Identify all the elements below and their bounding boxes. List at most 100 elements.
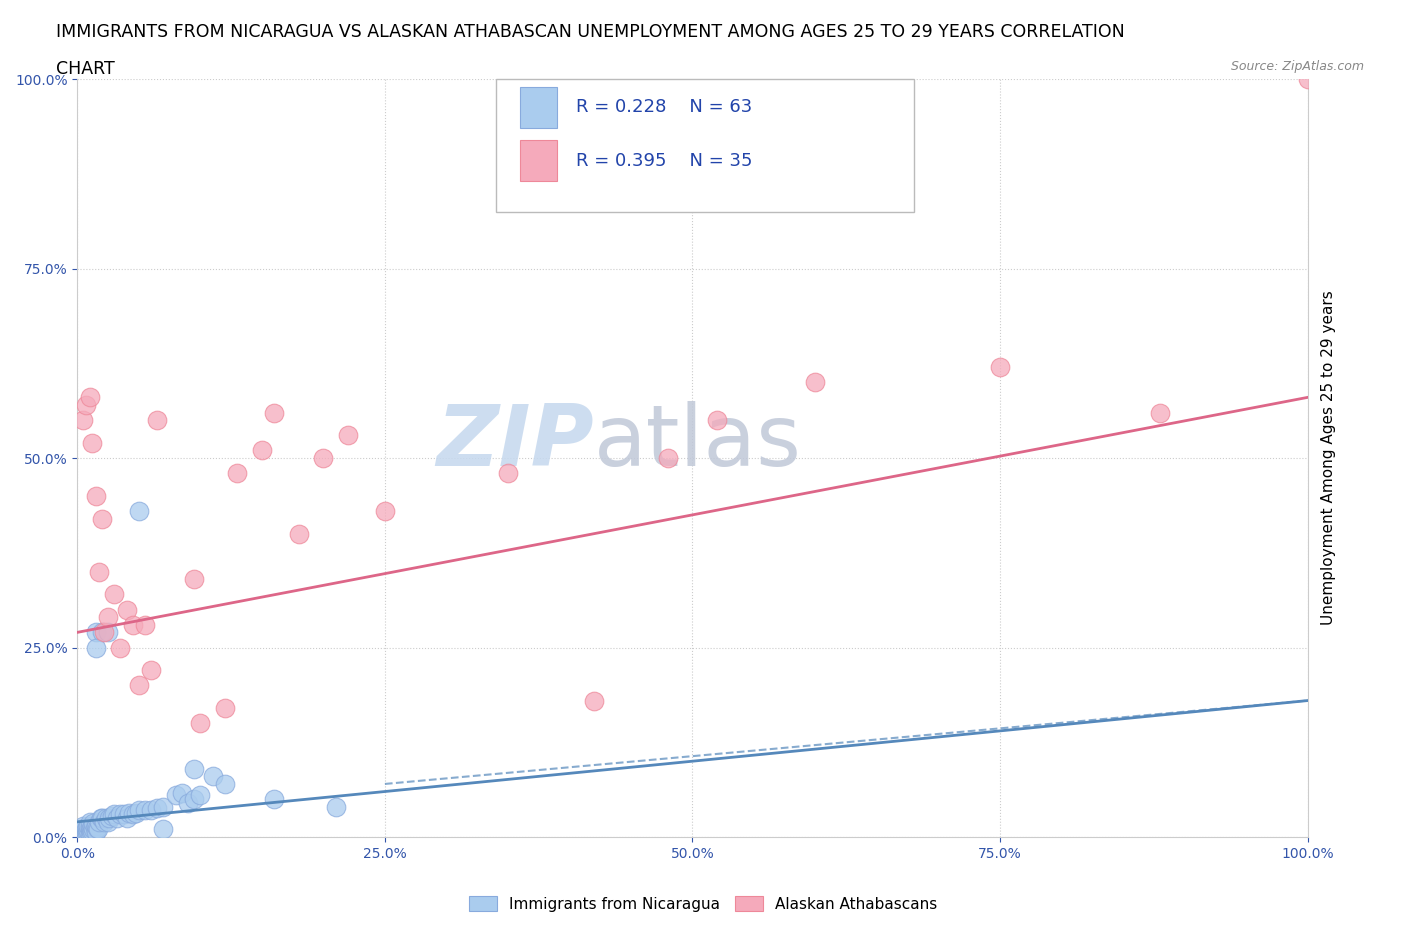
Point	[146, 413, 169, 428]
Text: atlas: atlas	[595, 402, 801, 485]
Point	[72, 826, 94, 841]
Point	[706, 413, 728, 428]
Bar	[520, 86, 557, 128]
Point	[583, 693, 606, 708]
Point	[165, 788, 187, 803]
Point	[72, 823, 94, 838]
Point	[170, 786, 193, 801]
Point	[141, 663, 163, 678]
Point	[134, 618, 156, 632]
Point	[190, 716, 212, 731]
Point	[84, 640, 107, 655]
Point	[97, 610, 120, 625]
Point	[141, 803, 163, 817]
Point	[183, 762, 205, 777]
Point	[1296, 72, 1319, 86]
Point	[79, 818, 101, 833]
Point	[97, 815, 120, 830]
Y-axis label: Unemployment Among Ages 25 to 29 years: Unemployment Among Ages 25 to 29 years	[1322, 291, 1337, 625]
Point	[84, 818, 107, 833]
Point	[82, 823, 104, 838]
Point	[93, 625, 115, 640]
Point	[90, 811, 112, 826]
Point	[93, 815, 115, 830]
Point	[80, 820, 103, 835]
Point	[94, 811, 117, 826]
Text: IMMIGRANTS FROM NICARAGUA VS ALASKAN ATHABASCAN UNEMPLOYMENT AMONG AGES 25 TO 29: IMMIGRANTS FROM NICARAGUA VS ALASKAN ATH…	[56, 23, 1125, 41]
Point	[79, 822, 101, 837]
Point	[83, 820, 105, 835]
Point	[90, 811, 114, 826]
Point	[214, 700, 236, 715]
Point	[98, 811, 121, 826]
Point	[657, 451, 679, 466]
Point	[121, 807, 143, 822]
Point	[134, 803, 156, 817]
Point	[89, 815, 111, 830]
Point	[226, 466, 249, 481]
Point	[112, 807, 135, 822]
Point	[337, 428, 360, 443]
Point	[146, 801, 169, 816]
Point	[288, 526, 311, 541]
Point	[105, 811, 128, 826]
Point	[82, 435, 104, 450]
Point	[77, 823, 100, 838]
Point	[79, 815, 101, 830]
Legend: Immigrants from Nicaragua, Alaskan Athabascans: Immigrants from Nicaragua, Alaskan Athab…	[463, 890, 943, 918]
Point	[84, 824, 107, 839]
Point	[103, 807, 125, 822]
Point	[177, 795, 200, 810]
Point	[804, 375, 827, 390]
Point	[312, 451, 335, 466]
Point	[121, 618, 143, 632]
Point	[84, 625, 107, 640]
Point	[250, 443, 273, 458]
Point	[89, 565, 111, 579]
Point	[76, 824, 98, 839]
Point	[87, 822, 110, 837]
Point	[75, 822, 97, 837]
Point	[110, 807, 132, 822]
Point	[263, 791, 285, 806]
Point	[190, 788, 212, 803]
Point	[325, 799, 347, 814]
Point	[77, 818, 100, 833]
Point	[128, 678, 150, 693]
Point	[214, 777, 236, 791]
Point	[72, 822, 94, 837]
Text: ZIP: ZIP	[436, 402, 595, 485]
Point	[82, 822, 104, 837]
Point	[97, 625, 120, 640]
Point	[90, 512, 114, 526]
Point	[263, 405, 285, 420]
Point	[90, 625, 114, 640]
Point	[110, 640, 132, 655]
Bar	[520, 140, 557, 181]
Point	[72, 818, 94, 833]
Text: Source: ZipAtlas.com: Source: ZipAtlas.com	[1230, 60, 1364, 73]
Point	[82, 816, 104, 830]
Point	[118, 805, 141, 820]
Point	[82, 818, 104, 833]
Point	[79, 826, 101, 841]
Text: R = 0.395    N = 35: R = 0.395 N = 35	[575, 152, 752, 169]
Point	[128, 803, 150, 817]
Point	[115, 603, 138, 618]
Point	[128, 504, 150, 519]
Point	[152, 822, 174, 837]
Point	[201, 769, 224, 784]
Text: R = 0.228    N = 63: R = 0.228 N = 63	[575, 99, 752, 116]
Point	[80, 824, 103, 839]
Point	[79, 390, 101, 405]
Point	[183, 572, 205, 587]
Point	[103, 587, 125, 602]
Point	[988, 360, 1011, 375]
Point	[75, 397, 97, 412]
Point	[101, 808, 124, 823]
Text: CHART: CHART	[56, 60, 115, 78]
Point	[374, 504, 396, 519]
Point	[1149, 405, 1171, 420]
Point	[72, 820, 94, 835]
Point	[76, 820, 98, 835]
